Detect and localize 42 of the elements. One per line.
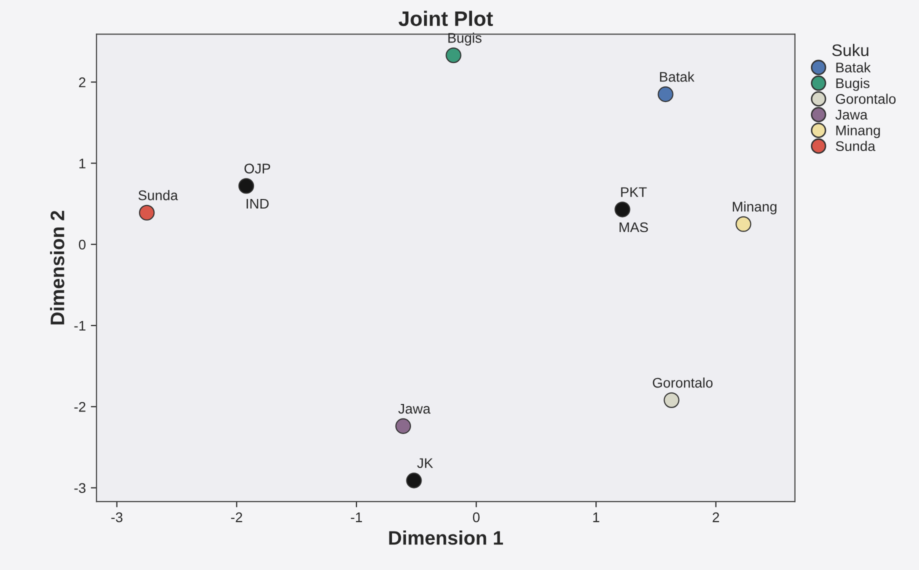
- point: [446, 47, 462, 64]
- annotation: MAS: [620, 222, 648, 232]
- point: [614, 202, 630, 218]
- legend-label: Bugis: [836, 78, 870, 91]
- y-tick-label: -3: [74, 483, 86, 493]
- chart-title: Joint Plot: [398, 10, 493, 26]
- x-tick-label: -1: [350, 512, 362, 522]
- legend-title: Suku: [832, 44, 868, 56]
- annotation: PKT: [621, 187, 647, 197]
- x-tick-label: -2: [231, 512, 242, 522]
- x-axis-title: Dimension 1: [389, 530, 503, 545]
- annotation: Gorontalo: [652, 378, 713, 388]
- legend-label: Gorontalo: [836, 94, 896, 104]
- y-tick-label: -2: [74, 402, 86, 412]
- x-tick-label: 0: [472, 512, 480, 522]
- point: [664, 392, 680, 408]
- annotation: IND: [246, 198, 269, 209]
- x-tick-label: 1: [593, 512, 600, 522]
- annotation: Sunda: [138, 190, 178, 200]
- annotation: JK: [417, 458, 434, 468]
- annotation: Bugis: [448, 32, 482, 46]
- annotation: Minang: [732, 201, 776, 214]
- y-tick-label: 1: [79, 158, 86, 168]
- legend-label: Jawa: [835, 110, 868, 120]
- y-tick-label: 0: [78, 240, 86, 250]
- point: [736, 216, 752, 232]
- legend-label: Batak: [836, 62, 871, 72]
- x-tick-label: 2: [712, 512, 720, 522]
- point: [658, 86, 674, 102]
- annotation: Jawa: [398, 404, 431, 414]
- legend-label: Minang: [836, 125, 880, 138]
- y-tick-label: 2: [79, 77, 86, 88]
- y-tick-label: -1: [74, 320, 86, 331]
- x-tick-label: -3: [111, 512, 122, 522]
- legend-label: Sunda: [836, 140, 876, 152]
- annotation: OJP: [244, 164, 270, 174]
- y-axis-title: Dimension 2: [50, 210, 64, 324]
- point: [395, 418, 412, 434]
- annotation: Batak: [660, 72, 694, 82]
- point: [138, 204, 155, 221]
- point: [406, 472, 422, 488]
- point: [238, 178, 254, 194]
